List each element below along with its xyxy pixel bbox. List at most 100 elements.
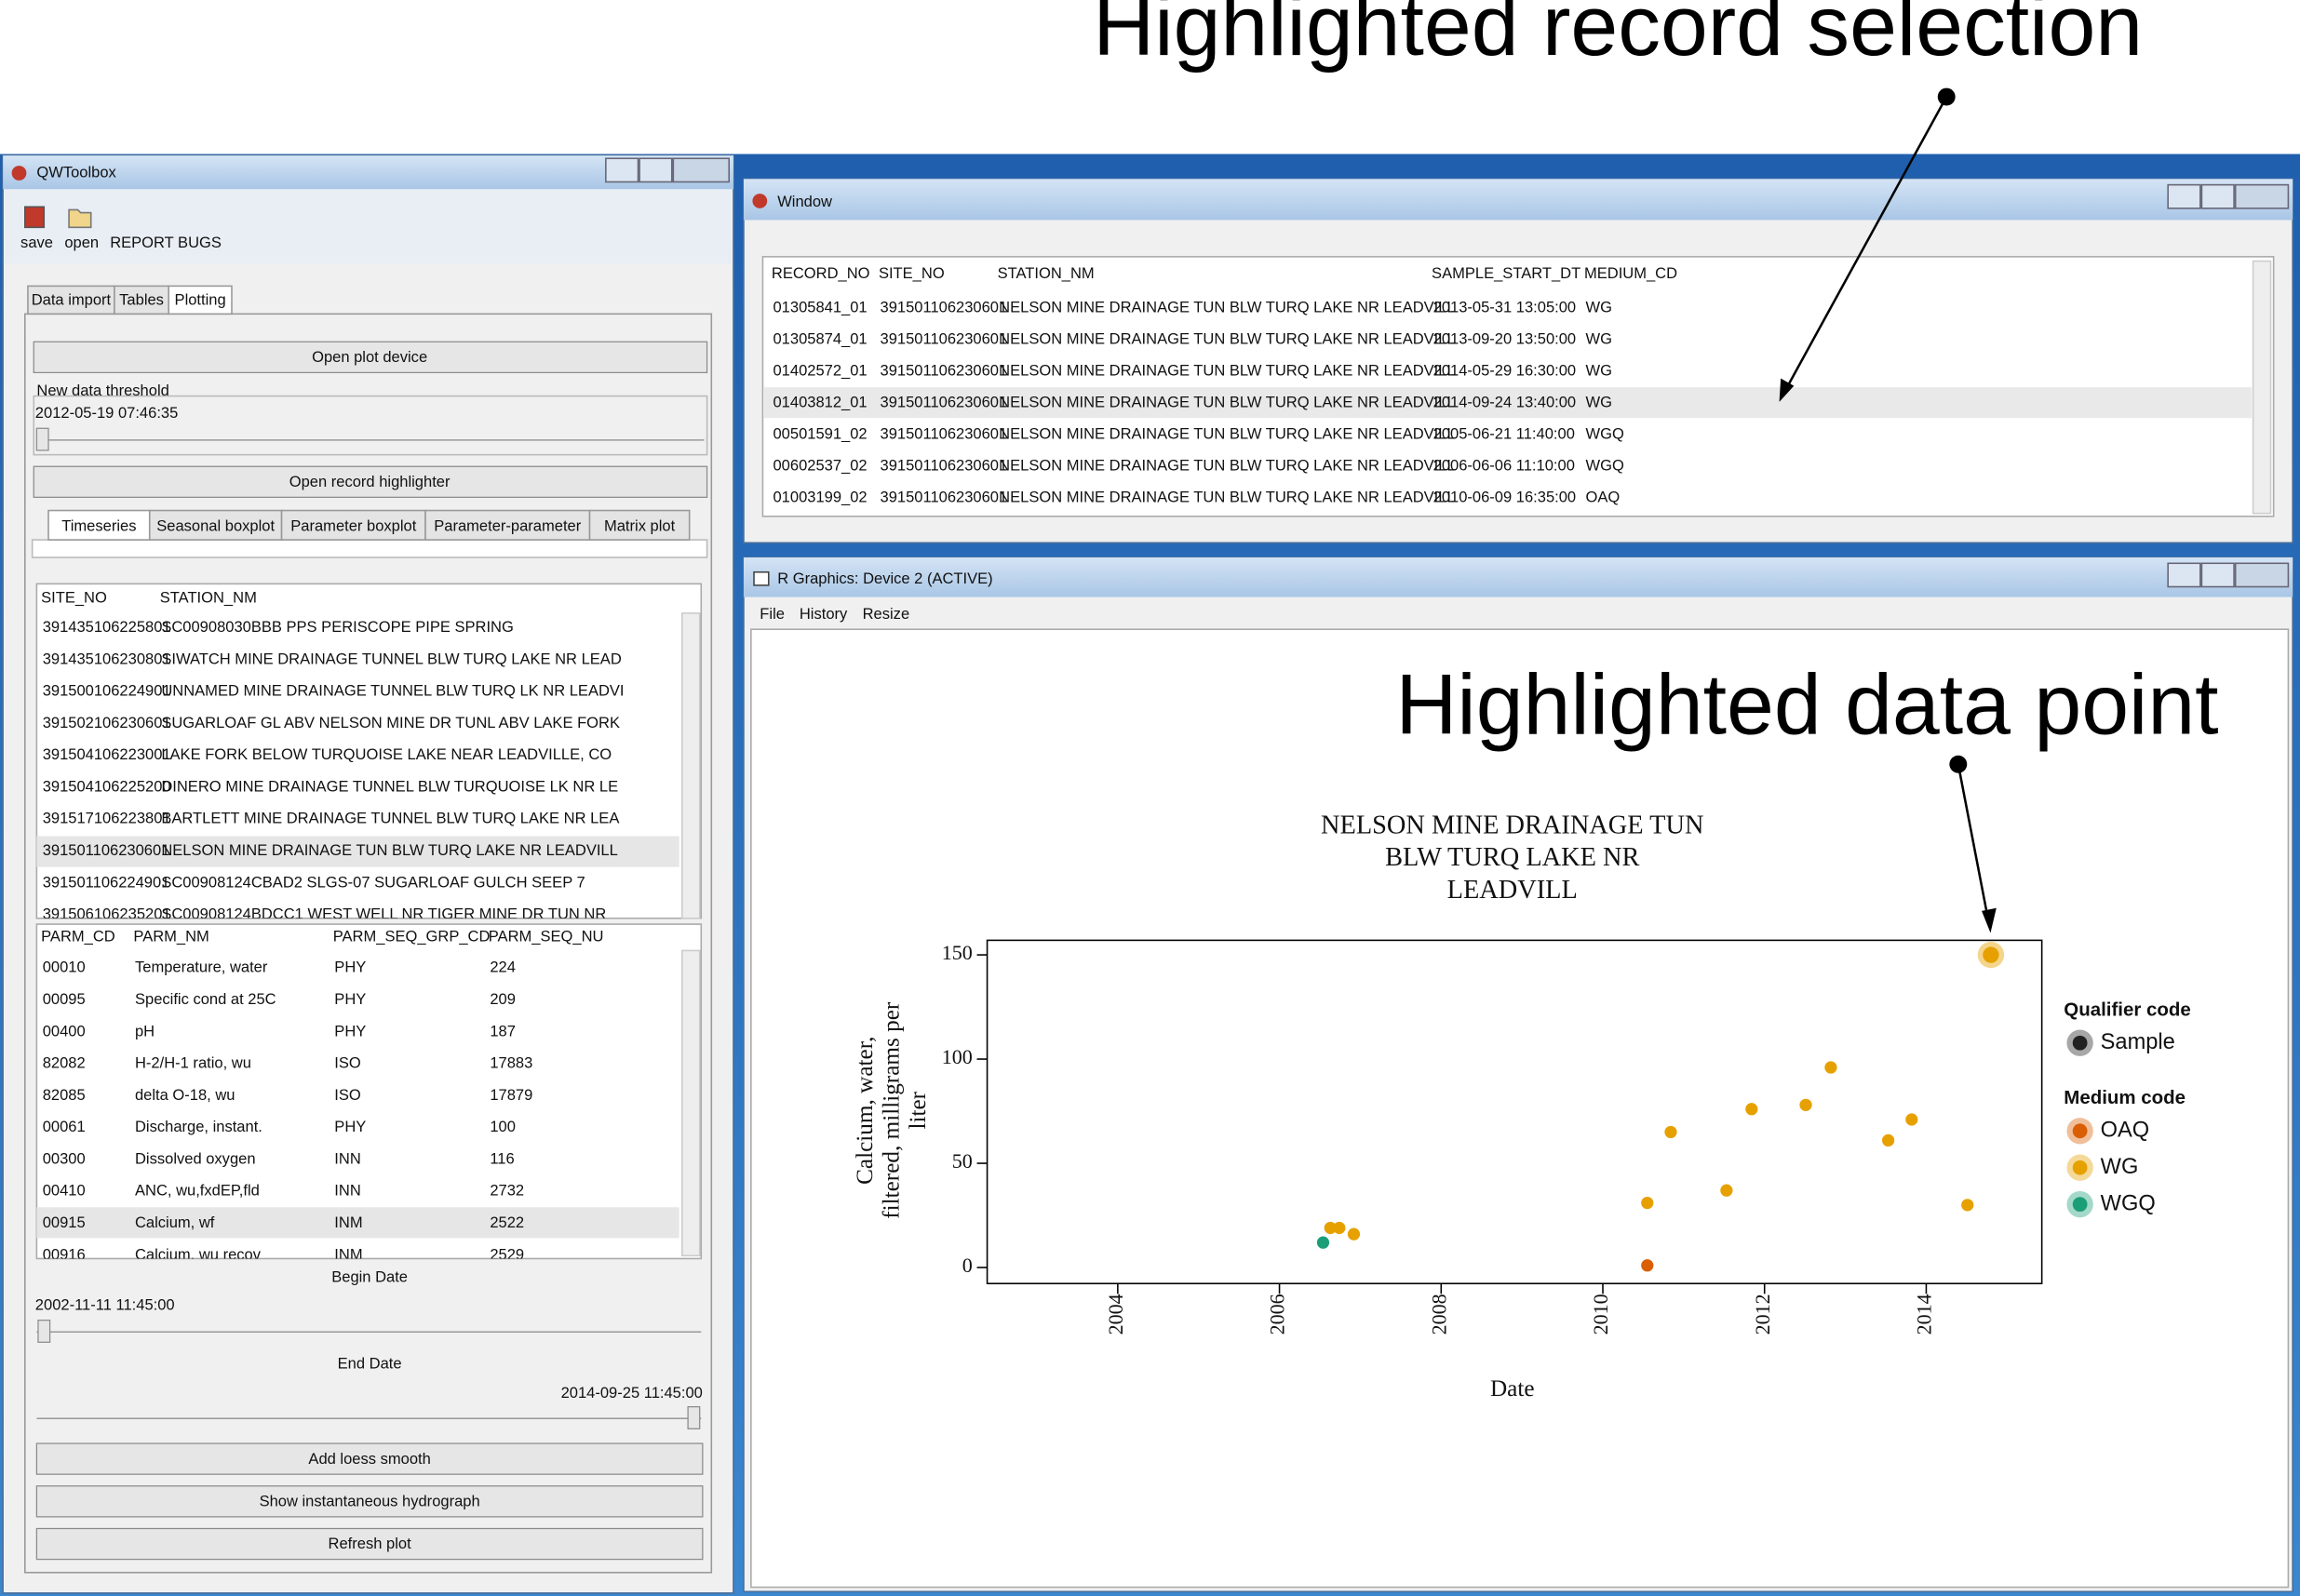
plot-tab[interactable] [148,509,283,541]
table-cell: 01403812_01 [773,394,867,411]
table-cell: PHY [334,990,366,1008]
slider-handle[interactable] [35,427,49,451]
table-cell: 00602537_02 [773,457,867,475]
button-label: Add loess smooth [308,1450,430,1468]
annotation-dot [1937,87,1956,106]
slider-handle[interactable] [37,1320,51,1343]
data-point [1333,1221,1346,1235]
table-cell: SC00908030BBB PPS PERISCOPE PIPE SPRING [161,618,514,636]
arrow-head [1779,378,1795,402]
tab[interactable] [114,285,170,315]
table-cell: NELSON MINE DRAINAGE TUN BLW TURQ LAKE N… [999,329,1455,347]
chart-title: LEADVILL [1447,876,1578,905]
button[interactable] [35,1527,704,1561]
data-point [1799,1098,1812,1111]
table-cell: 2014-05-29 16:30:00 [1433,361,1576,379]
tab[interactable] [168,285,233,315]
x-tick-label: 2008 [1427,1294,1450,1334]
table-cell: 391504106223001 [43,745,171,763]
x-tick-label: 2004 [1104,1294,1127,1334]
menu-item[interactable]: Resize [863,605,910,623]
table-cell: INN [334,1149,360,1167]
button[interactable] [35,1442,704,1475]
plot-tab-panel [31,539,708,558]
scrollbar[interactable] [681,949,701,1257]
parm-table [35,923,703,1260]
data-point [1824,1061,1837,1074]
title-bar [743,179,2293,221]
data-point [1324,1221,1337,1235]
app-icon [11,166,27,181]
toolbar-label[interactable]: save [20,234,53,251]
data-point [1641,1196,1654,1210]
table-cell: INM [334,1245,362,1263]
table-cell: 82082 [43,1054,86,1072]
x-tick-label: 2014 [1913,1294,1936,1334]
toolbar-label[interactable]: open [64,234,99,251]
table-cell: NELSON MINE DRAINAGE TUN BLW TURQ LAKE N… [999,361,1455,379]
table-cell: 391501106230601 [881,489,1008,506]
table-cell: SC00908124CBAD2 SLGS-07 SUGARLOAF GULCH … [161,873,585,891]
plot-tab[interactable] [424,509,591,541]
window-controls[interactable] [2167,562,2290,588]
legend-label: WG [2101,1155,2139,1179]
table-cell: 2006-06-06 11:10:00 [1433,457,1575,475]
table-cell: Calcium, wf [135,1214,215,1231]
table-cell: NELSON MINE DRAINAGE TUN BLW TURQ LAKE N… [999,489,1455,506]
table-cell: 01402572_01 [773,361,867,379]
window-title: QWToolbox [36,163,116,181]
data-point [1961,1199,1974,1212]
tab[interactable] [27,285,115,315]
menu-item[interactable]: History [800,605,848,623]
plot-tab[interactable] [47,509,151,541]
table-cell: OAQ [1586,489,1621,506]
table-cell: 00010 [43,959,86,976]
plot-tab-label: Parameter-parameter [434,516,581,534]
button[interactable] [35,1485,704,1518]
window-controls[interactable] [605,157,731,183]
highlighted-record [764,387,2252,419]
table-cell: 00501591_02 [773,425,867,443]
column-header: PARM_SEQ_NU [489,928,604,946]
table-cell: DINERO MINE DRAINAGE TUNNEL BLW TURQUOIS… [161,777,618,795]
table-cell: 391501106230601 [43,841,170,859]
x-axis-label: Date [1490,1376,1535,1402]
data-point [1745,1103,1758,1116]
plot-tab[interactable] [280,509,426,541]
button[interactable] [33,341,708,374]
scrollbar[interactable] [2252,260,2272,515]
table-cell: WGQ [1586,425,1624,443]
table-cell: 2010-06-09 16:35:00 [1433,489,1576,506]
table-cell: NELSON MINE DRAINAGE TUN BLW TURQ LAKE N… [999,298,1455,315]
button[interactable] [33,465,708,498]
table-cell: 2013-05-31 13:05:00 [1433,298,1576,315]
data-point [1905,1113,1918,1126]
plot-canvas [750,628,2290,1589]
column-header: SITE_NO [41,588,107,606]
table-cell: 82085 [43,1086,86,1104]
plot-tab[interactable] [588,509,691,541]
menu-item[interactable]: File [760,605,785,623]
open-icon[interactable] [68,208,92,229]
toolbar-label[interactable]: REPORT BUGS [110,234,222,251]
table-cell: SIWATCH MINE DRAINAGE TUNNEL BLW TURQ LA… [161,650,621,667]
selected-row [36,1207,679,1239]
window-controls[interactable] [2167,183,2290,209]
table-cell: ISO [334,1086,361,1104]
column-header: STATION_NM [160,588,257,606]
table-cell: PHY [334,959,366,976]
save-icon[interactable] [24,206,46,229]
table-cell: 01305874_01 [773,329,867,347]
scrollbar[interactable] [681,612,701,919]
table-cell: 116 [490,1149,514,1167]
label: End Date [338,1354,402,1372]
annotation: Highlighted record selection [1093,0,2143,74]
window-title: R Graphics: Device 2 (ACTIVE) [777,570,992,587]
data-point [1347,1227,1361,1241]
tab-label: Data import [32,291,112,309]
tab-label: Plotting [175,291,226,309]
legend-title: Qualifier code [2064,999,2190,1020]
slider-handle[interactable] [687,1406,701,1429]
table-cell: 00915 [43,1214,86,1231]
